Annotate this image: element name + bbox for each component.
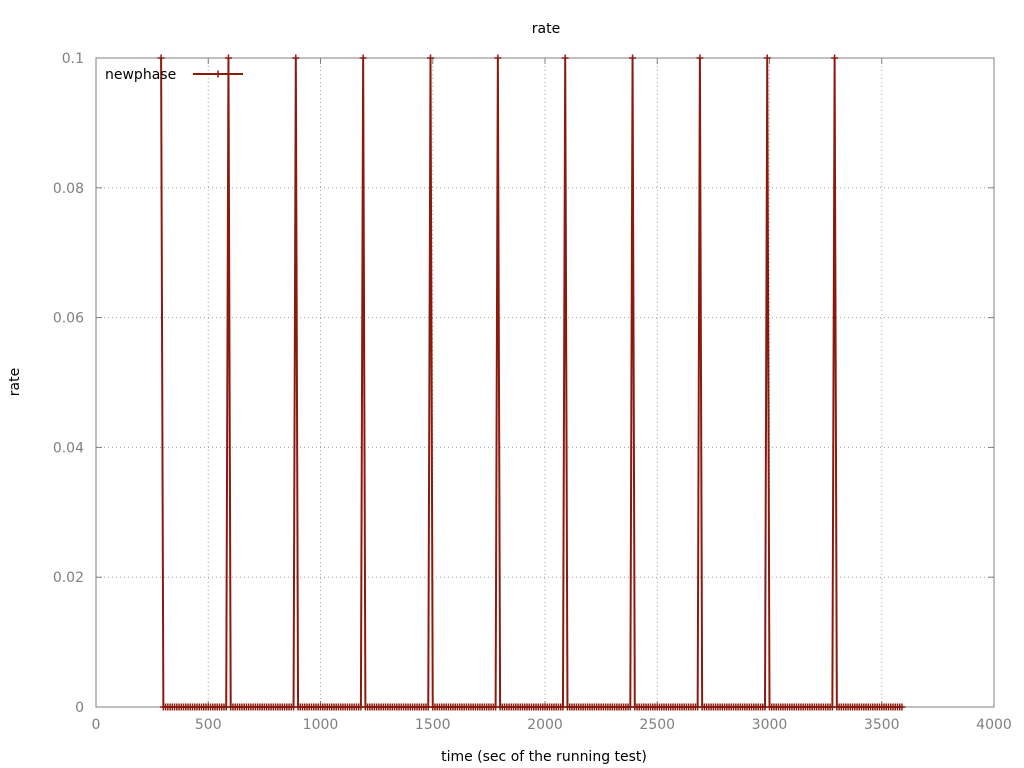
legend-marker — [214, 70, 222, 78]
x-axis-label: time (sec of the running test) — [441, 749, 647, 765]
x-tick-label: 500 — [195, 717, 222, 733]
legend: newphase — [105, 67, 243, 83]
data-point — [763, 54, 771, 62]
data-point — [696, 54, 704, 62]
x-tick-label: 3000 — [752, 717, 788, 733]
series-markers — [157, 54, 906, 711]
y-tick-label: 0.04 — [53, 440, 84, 456]
data-point — [898, 703, 906, 711]
legend-label: newphase — [105, 67, 176, 83]
data-point — [224, 54, 232, 62]
chart-title: rate — [532, 21, 560, 37]
data-point — [157, 54, 165, 62]
x-tick-label: 1500 — [415, 717, 451, 733]
x-tick-label: 4000 — [976, 717, 1012, 733]
y-tick-label: 0.1 — [62, 51, 84, 67]
data-point — [629, 54, 637, 62]
series-line — [160, 57, 902, 708]
axis-ticks: 0 500 1000 1500 2000 2500 3000 3500 4000 0 0.02 0.0… — [53, 51, 1012, 733]
data-point — [427, 54, 435, 62]
x-tick-label: 3500 — [864, 717, 900, 733]
y-axis-label: rate — [7, 368, 23, 396]
y-tick-label: 0.08 — [53, 181, 84, 197]
y-tick-label: 0.02 — [53, 570, 84, 586]
data-point — [561, 54, 569, 62]
data-point — [494, 54, 502, 62]
y-tick-label: 0 — [75, 700, 84, 716]
data-point — [292, 54, 300, 62]
series-layer — [157, 54, 906, 711]
grid — [96, 58, 994, 707]
y-tick-label: 0.06 — [53, 311, 84, 327]
legend-marker-plus — [214, 70, 222, 78]
data-point — [831, 54, 839, 62]
data-point — [359, 54, 367, 62]
x-tick-label: 2000 — [527, 717, 563, 733]
x-tick-label: 2500 — [639, 717, 675, 733]
x-tick-label: 1000 — [303, 717, 339, 733]
x-tick-label: 0 — [92, 717, 101, 733]
